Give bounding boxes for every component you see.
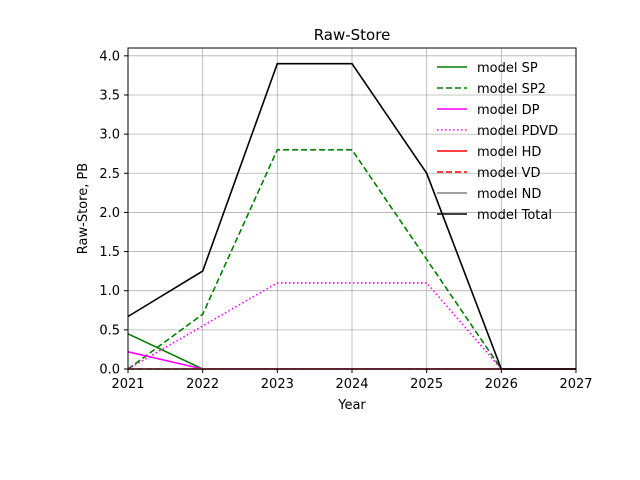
legend-label: model VD	[477, 166, 541, 181]
y-tick-label: 2.0	[99, 206, 120, 221]
chart-title: Raw-Store	[314, 26, 391, 44]
y-tick-label: 4.0	[99, 49, 120, 64]
legend-label: model DP	[477, 103, 540, 118]
y-axis-title: Raw-Store, PB	[76, 163, 91, 254]
x-axis-title: Year	[337, 398, 366, 413]
grid	[127, 48, 577, 370]
legend: model SP model SP2 model DP model PDVD model…	[437, 61, 558, 223]
x-tick-label: 2026	[485, 377, 518, 392]
x-tick-label: 2022	[186, 377, 219, 392]
legend-label: model SP	[477, 61, 538, 76]
y-tick-label: 0.5	[99, 323, 120, 338]
x-tick-label: 2027	[559, 377, 592, 392]
x-tick-label: 2025	[410, 377, 443, 392]
legend-label: model ND	[477, 187, 541, 202]
x-tick-label: 2024	[335, 377, 368, 392]
y-tick-label: 0.0	[99, 363, 120, 378]
legend-label: model SP2	[477, 82, 546, 97]
y-tick-label: 2.5	[99, 167, 120, 182]
legend-label: model HD	[477, 145, 541, 160]
legend-label: model PDVD	[477, 124, 558, 139]
y-tick-label: 3.5	[99, 88, 120, 103]
x-tick-label: 2021	[111, 377, 144, 392]
x-tick-label: 2023	[261, 377, 294, 392]
y-tick-label: 1.0	[99, 284, 120, 299]
legend-label: model Total	[477, 208, 552, 223]
ticks: 2021 2022 2023 2024 2025 2026 2027 0.0 0.5 1.0 1.5…	[99, 49, 592, 392]
y-tick-label: 3.0	[99, 128, 120, 143]
y-tick-label: 1.5	[99, 245, 120, 260]
